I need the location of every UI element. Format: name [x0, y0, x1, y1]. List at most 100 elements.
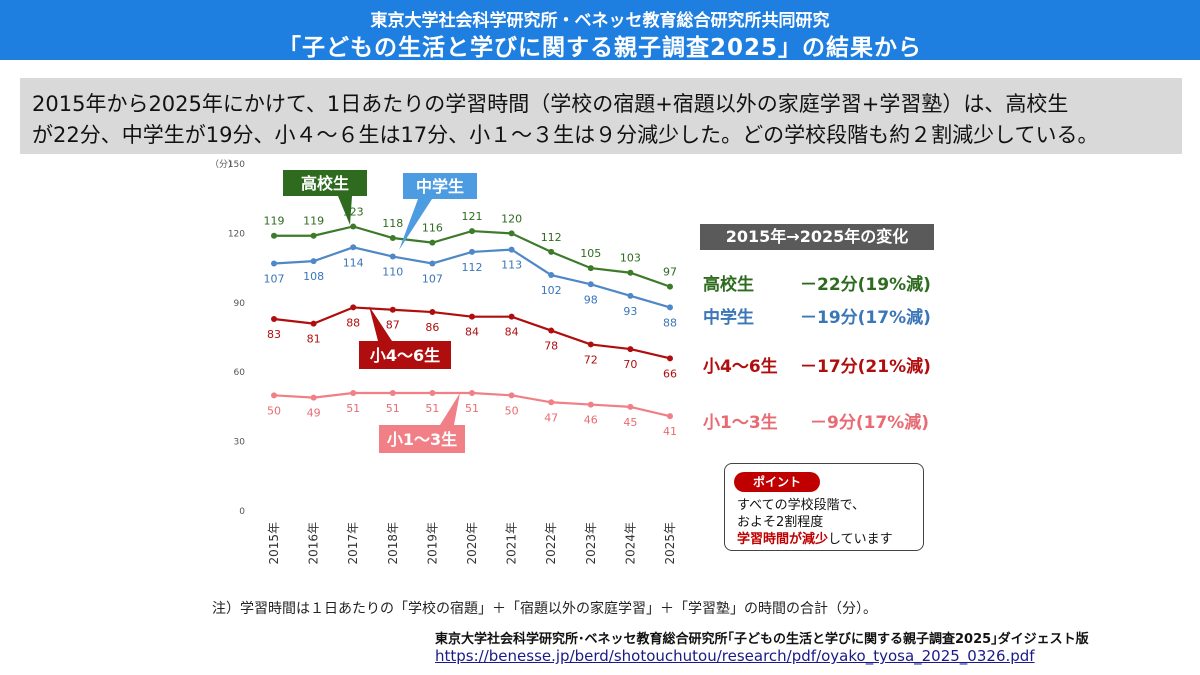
data-label: 45 — [623, 416, 637, 429]
change-row-name: 小1～3生 — [703, 413, 778, 433]
data-point — [667, 413, 673, 420]
data-point — [389, 306, 396, 313]
x-tick-label: 2017年 — [346, 522, 360, 565]
data-label: 50 — [267, 404, 281, 417]
data-point — [389, 235, 396, 242]
x-tick-label: 2016年 — [307, 522, 321, 565]
series-line — [274, 225, 671, 288]
data-label: 116 — [422, 222, 443, 235]
data-point — [469, 390, 475, 397]
data-label: 78 — [544, 340, 558, 353]
data-label: 66 — [663, 367, 677, 380]
data-point — [271, 232, 277, 239]
y-tick-label: 0 — [239, 507, 245, 517]
data-label: 113 — [501, 259, 522, 272]
summary-line-2: が22分、中学生が19分、小４～６生は17分、小１～３生は９分減少した。どの学校… — [32, 123, 1099, 147]
point-highlight: 学習時間が減少 — [737, 532, 829, 547]
y-axis-unit: （分） — [210, 159, 237, 170]
data-point — [350, 244, 357, 251]
data-label: 114 — [343, 256, 364, 269]
data-point — [548, 399, 555, 406]
data-label: 119 — [303, 215, 324, 228]
data-label: 118 — [382, 217, 403, 230]
y-tick-label: 120 — [228, 229, 245, 239]
data-label: 41 — [663, 425, 677, 438]
data-label: 110 — [382, 266, 403, 279]
y-tick-label: 90 — [234, 299, 246, 309]
point-line-1: すべての学校段階で、 — [737, 498, 866, 513]
data-label: 81 — [307, 333, 321, 346]
series-line — [273, 246, 671, 309]
data-label: 83 — [267, 328, 281, 341]
point-line-3: 学習時間が減少しています — [737, 528, 893, 547]
data-point — [508, 313, 515, 320]
y-tick-label: 30 — [234, 438, 246, 448]
data-label: 88 — [663, 316, 677, 329]
x-tick-label: 2021年 — [505, 522, 519, 565]
data-label: 84 — [465, 326, 479, 339]
x-tick-label: 2018年 — [386, 522, 400, 565]
data-label: 108 — [303, 270, 324, 283]
series-name-label: 高校生 — [301, 174, 349, 193]
data-label: 107 — [422, 272, 443, 285]
data-point — [548, 272, 555, 279]
y-tick-label: 150 — [228, 160, 245, 170]
data-point — [310, 258, 317, 265]
data-point — [627, 346, 634, 353]
change-row-value: －22分(19%減) — [800, 275, 931, 295]
point-line-2: およそ2割程度 — [737, 515, 824, 530]
data-point — [350, 390, 357, 397]
data-point — [587, 281, 594, 288]
change-row-name: 中学生 — [703, 308, 754, 328]
data-point — [548, 327, 555, 334]
summary-box: 2015年から2025年にかけて、1日あたりの学習時間（学校の宿題+宿題以外の家… — [20, 78, 1182, 154]
data-label: 112 — [462, 261, 483, 274]
data-point — [271, 315, 277, 322]
header-title: 「子どもの生活と学びに関する親子調査2025」の結果から — [277, 35, 922, 61]
data-label: 107 — [264, 272, 285, 285]
data-point — [508, 246, 515, 253]
data-point — [389, 390, 396, 397]
data-point — [310, 394, 317, 401]
change-row-name: 小4～6生 — [703, 357, 778, 377]
x-tick-label: 2015年 — [267, 522, 281, 565]
data-label: 51 — [386, 402, 400, 415]
series-name-label: 中学生 — [416, 177, 464, 196]
data-label: 72 — [584, 353, 598, 366]
source-url-link[interactable]: https://benesse.jp/berd/shotouchutou/res… — [435, 647, 1035, 665]
x-tick-label: 2023年 — [584, 522, 598, 565]
data-label: 84 — [505, 326, 519, 339]
data-point — [429, 239, 436, 246]
data-point — [587, 265, 594, 272]
data-label: 97 — [663, 266, 677, 279]
point-badge: ポイント — [734, 472, 820, 492]
series-name-callout — [403, 173, 477, 199]
header-subtitle: 東京大学社会科学研究所・ベネッセ教育総合研究所共同研究 — [370, 11, 830, 31]
series-name-callout — [283, 170, 367, 196]
callout-pointer — [399, 199, 432, 250]
data-label: 121 — [462, 210, 483, 223]
callout-pointer — [369, 306, 392, 341]
data-point — [310, 232, 317, 239]
data-label: 86 — [425, 321, 439, 334]
data-point — [469, 248, 475, 255]
data-point — [350, 223, 357, 230]
data-point — [429, 309, 436, 316]
header-banner: 東京大学社会科学研究所・ベネッセ教育総合研究所共同研究 「子どもの生活と学びに関… — [0, 0, 1200, 61]
x-tick-label: 2025年 — [663, 522, 677, 565]
data-label: 119 — [264, 215, 285, 228]
data-label: 47 — [544, 411, 558, 424]
data-point — [548, 248, 555, 255]
change-row-value: －17分(21%減) — [800, 357, 931, 377]
data-label: 98 — [584, 293, 598, 306]
data-label: 102 — [541, 284, 562, 297]
callout-pointer — [338, 196, 352, 225]
data-label: 120 — [501, 212, 522, 225]
data-point — [271, 392, 277, 399]
source-citation: 東京大学社会科学研究所･ベネッセ教育総合研究所｢子どもの生活と学びに関する親子調… — [435, 632, 1089, 647]
data-label: 105 — [580, 247, 601, 260]
data-point — [587, 341, 594, 348]
data-label: 51 — [465, 402, 479, 415]
data-point — [667, 355, 673, 362]
change-row-value: －9分(17%減) — [810, 413, 930, 433]
